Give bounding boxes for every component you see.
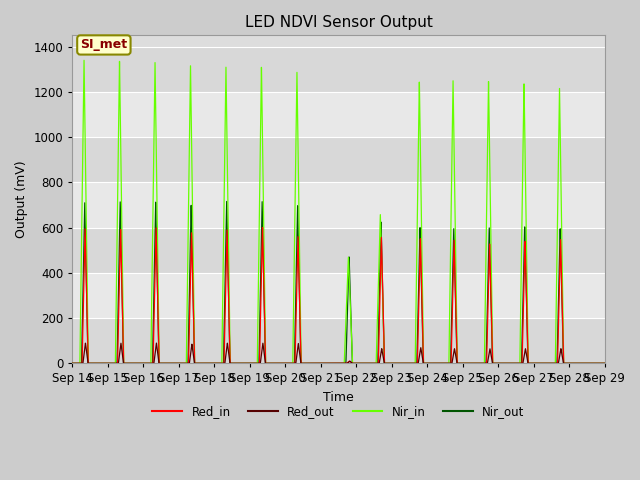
Y-axis label: Output (mV): Output (mV): [15, 160, 28, 238]
Bar: [72, 228, 605, 273]
Legend: Red_in, Red_out, Nir_in, Nir_out: Red_in, Red_out, Nir_in, Nir_out: [148, 401, 529, 423]
Bar: [72, 182, 605, 228]
Bar: [72, 137, 605, 182]
Bar: [72, 92, 605, 137]
Text: SI_met: SI_met: [80, 38, 127, 51]
Bar: [72, 318, 605, 363]
Bar: [72, 273, 605, 318]
Bar: [72, 47, 605, 92]
X-axis label: Time: Time: [323, 391, 354, 404]
Title: LED NDVI Sensor Output: LED NDVI Sensor Output: [244, 15, 433, 30]
